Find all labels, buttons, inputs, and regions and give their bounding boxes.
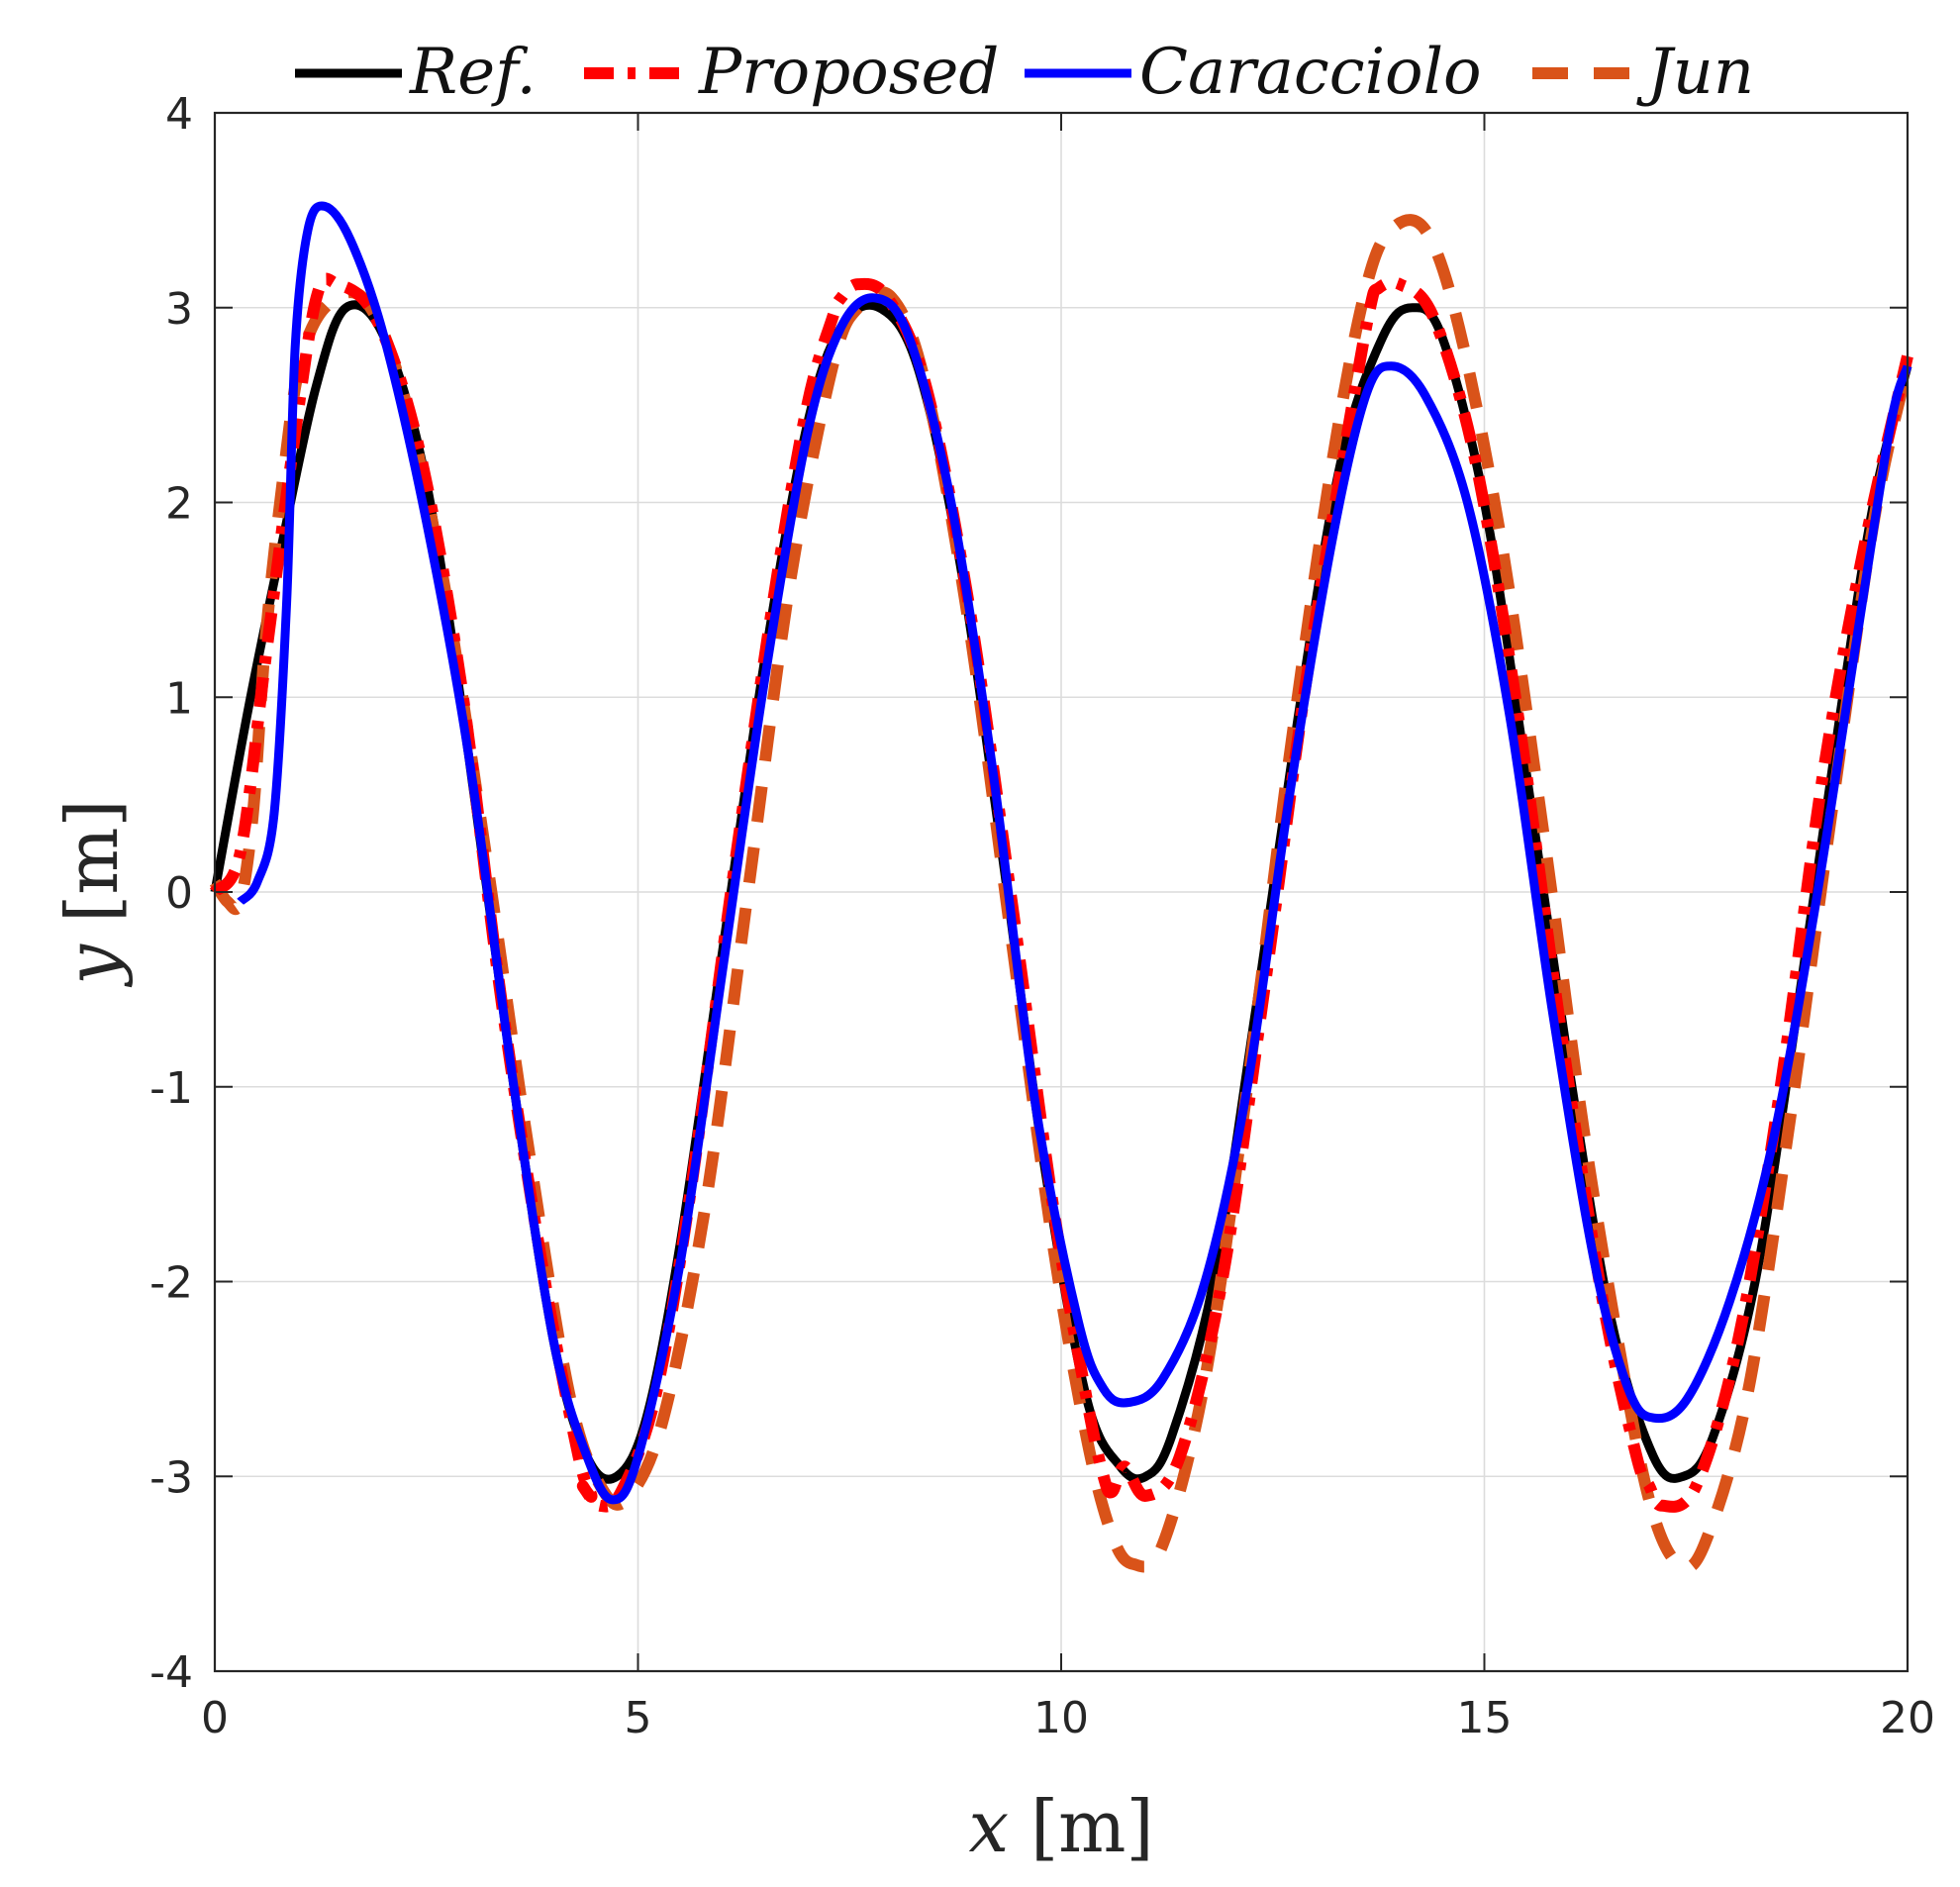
x-tick-label: 20 xyxy=(1880,1693,1935,1743)
y-tick-label: 3 xyxy=(165,284,193,335)
series-layer xyxy=(209,201,1913,1574)
y-tick-label: 0 xyxy=(165,868,193,919)
legend-label: Jun xyxy=(1636,36,1754,109)
y-tick-label: -3 xyxy=(149,1452,193,1503)
y-tick-label: -4 xyxy=(149,1647,193,1698)
y-axis-label: y[m] xyxy=(50,799,134,987)
y-tick-label: -2 xyxy=(149,1258,193,1309)
x-tick-label: 15 xyxy=(1457,1693,1513,1743)
x-tick-label: 0 xyxy=(201,1693,229,1743)
legend-label: Caracciolo xyxy=(1139,36,1482,109)
axis-ticks: 0 5 10 15 20 -4 -3 -2 -1 0 1 2 3 4 xyxy=(149,89,1935,1743)
y-tick-label: -1 xyxy=(149,1063,193,1114)
y-tick-label: 1 xyxy=(165,673,193,724)
series-line-caracciolo xyxy=(237,201,1912,1505)
x-axis-label: x [m] xyxy=(968,1785,1153,1868)
y-tick-label: 4 xyxy=(165,89,193,140)
x-tick-label: 5 xyxy=(625,1693,652,1743)
grid-lines xyxy=(215,113,1908,1671)
x-tick-label: 10 xyxy=(1033,1693,1089,1743)
legend-label: Proposed xyxy=(698,36,999,109)
legend-label: Ref. xyxy=(409,36,537,109)
legend: Ref. Proposed Caracciolo Jun xyxy=(295,36,1754,109)
y-tick-label: 2 xyxy=(165,479,193,530)
